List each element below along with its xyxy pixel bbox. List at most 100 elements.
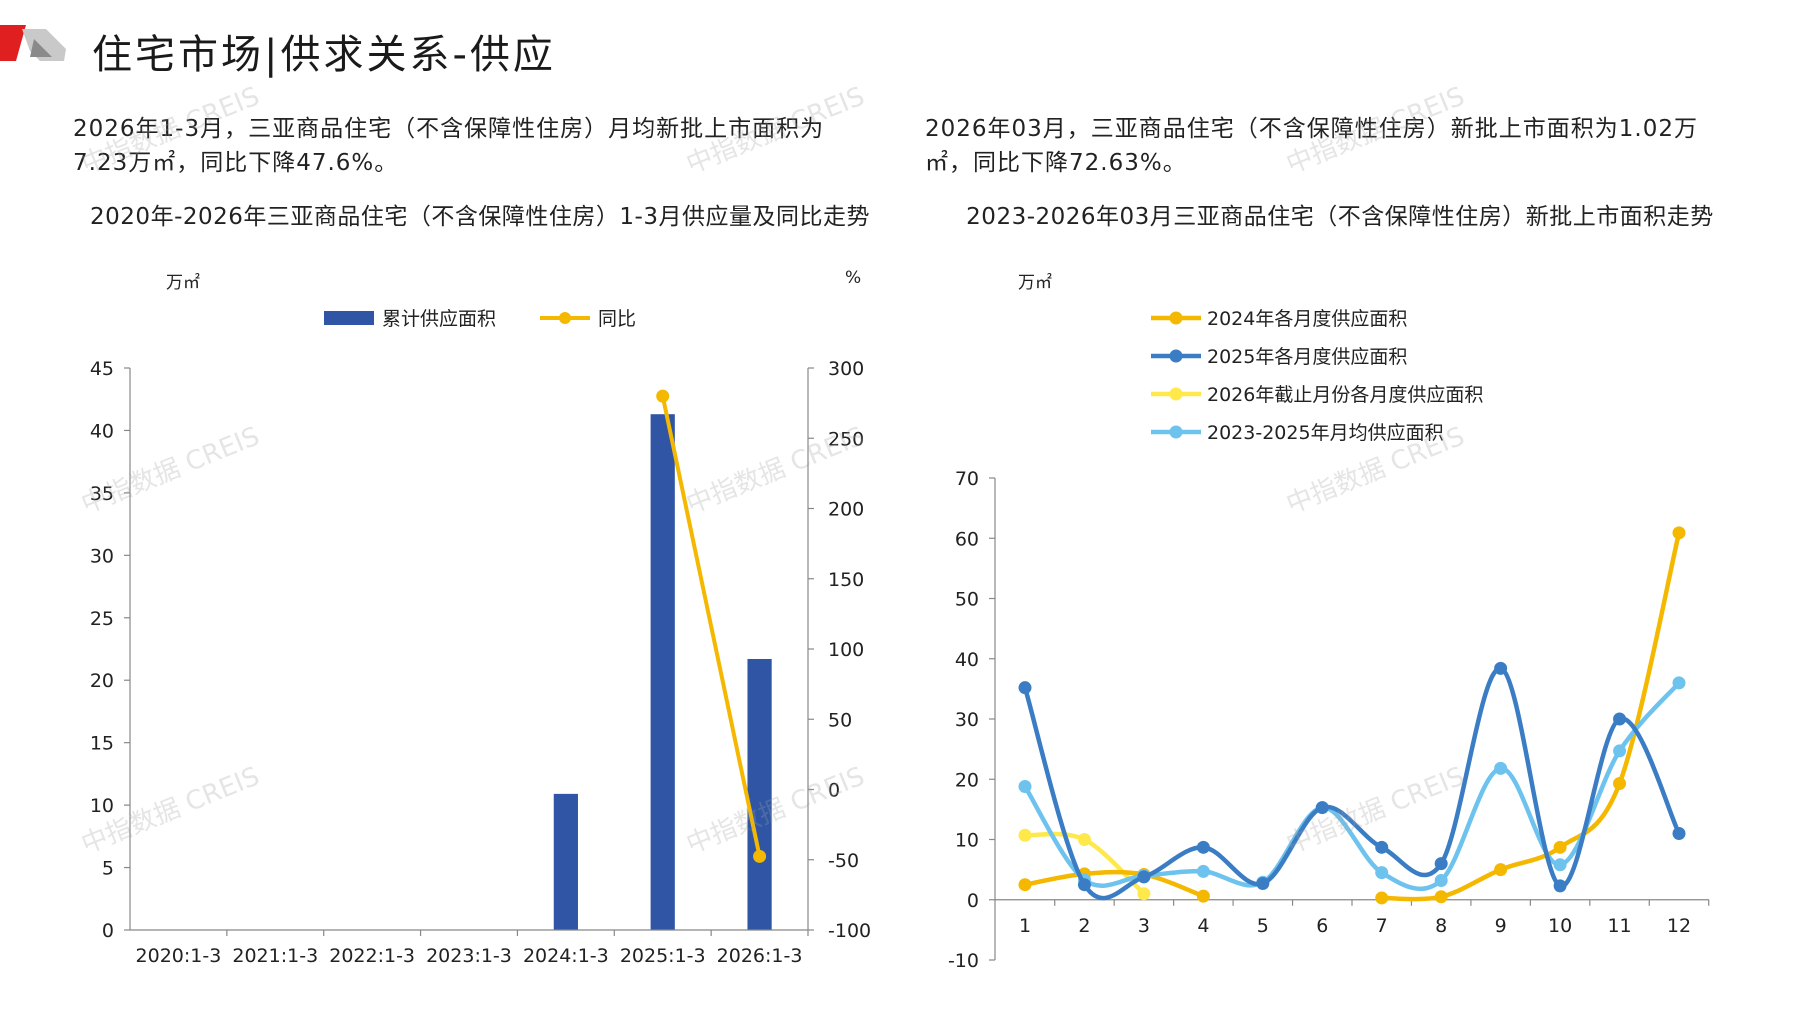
- y-tick-label: 40: [955, 649, 979, 671]
- legend-marker-line: [559, 312, 571, 324]
- y-tick-label-right: -50: [828, 850, 859, 872]
- legend-label: 2026年截止月份各月度供应面积: [1207, 384, 1483, 406]
- y-tick-label-right: 250: [828, 428, 864, 450]
- y-tick-label: 10: [955, 830, 979, 852]
- x-tick-label: 2: [1078, 915, 1090, 937]
- x-tick-label: 4: [1197, 915, 1209, 937]
- y-tick-label-left: 35: [90, 483, 114, 505]
- line-point: [1196, 864, 1210, 878]
- y-tick-label-left: 20: [90, 670, 114, 692]
- line-point: [1672, 676, 1686, 690]
- legend-label: 2025年各月度供应面积: [1207, 346, 1407, 368]
- line-point: [1672, 526, 1686, 540]
- y-tick-label-right: 300: [828, 358, 864, 380]
- bar-mark: [650, 414, 675, 931]
- y-tick-label: 60: [955, 528, 979, 550]
- y-tick-label-left: 10: [90, 795, 114, 817]
- y-tick-label-left: 45: [90, 358, 114, 380]
- x-tick-label: 3: [1138, 915, 1150, 937]
- line-point: [1137, 887, 1151, 901]
- x-tick-label: 2024:1-3: [523, 945, 609, 967]
- line-point: [1434, 873, 1448, 887]
- line-point: [1196, 840, 1210, 854]
- y-tick-label-right: 0: [828, 780, 840, 802]
- y-tick-label-right: -100: [828, 920, 871, 942]
- x-tick-label: 2026:1-3: [717, 945, 803, 967]
- line-point: [1375, 840, 1389, 854]
- line-point: [753, 849, 767, 863]
- line-point: [1375, 866, 1389, 880]
- legend-label: 2024年各月度供应面积: [1207, 308, 1407, 330]
- line-series-0: [1381, 532, 1682, 902]
- y-tick-label-right: 100: [828, 639, 864, 661]
- x-tick-label: 8: [1435, 915, 1447, 937]
- line-point: [1018, 779, 1032, 793]
- y-tick-label: -10: [948, 950, 979, 972]
- summary-right: 2026年03月，三亚商品住宅（不含保障性住房）新批上市面积为1.02万㎡，同比…: [925, 116, 1699, 176]
- x-tick-label: 2022:1-3: [329, 945, 415, 967]
- y-tick-label-left: 30: [90, 545, 114, 567]
- y-tick-label-right: 200: [828, 499, 864, 521]
- y-tick-label-right: 150: [828, 569, 864, 591]
- line-point: [1613, 744, 1627, 758]
- x-tick-label: 2023:1-3: [426, 945, 512, 967]
- line-point: [1553, 858, 1567, 872]
- chart-right-title: 2023-2026年03月三亚商品住宅（不含保障性住房）新批上市面积走势: [966, 204, 1714, 230]
- line-series-3: [1023, 681, 1681, 892]
- line-point: [1137, 870, 1151, 884]
- legend-marker: [1169, 311, 1183, 325]
- x-tick-label: 2025:1-3: [620, 945, 706, 967]
- x-tick-label: 10: [1548, 915, 1572, 937]
- y-tick-label: 20: [955, 769, 979, 791]
- x-tick-label: 12: [1667, 915, 1691, 937]
- line-point: [1434, 857, 1448, 871]
- legend-swatch-bar: [324, 311, 374, 325]
- y-tick-label-left: 0: [102, 920, 114, 942]
- page-title: 住宅市场|供求关系-供应: [92, 32, 556, 78]
- line-point: [656, 389, 670, 403]
- y-tick-label: 30: [955, 709, 979, 731]
- x-tick-label: 6: [1316, 915, 1328, 937]
- line-point: [1672, 826, 1686, 840]
- line-point: [1077, 878, 1091, 892]
- line-point: [1375, 891, 1389, 905]
- y-tick-label: 50: [955, 589, 979, 611]
- line-series-0: [1024, 869, 1205, 899]
- x-tick-label: 9: [1495, 915, 1507, 937]
- line-series-yoy: [660, 395, 762, 857]
- chart-left-unit-right: %: [845, 268, 862, 288]
- line-point: [1315, 801, 1329, 815]
- y-tick-label-right: 50: [828, 709, 852, 731]
- legend-label-bar: 累计供应面积: [382, 308, 496, 330]
- y-tick-label: 70: [955, 468, 979, 490]
- bar-mark: [747, 658, 772, 930]
- legend-marker: [1169, 387, 1183, 401]
- chart-left: 0 5 10 15 20 25 30 35 40 45 -100 -50 0 50 100 150 200 250…: [90, 308, 871, 967]
- y-tick-label-left: 25: [90, 608, 114, 630]
- line-point: [1018, 878, 1032, 892]
- y-tick-label: 0: [967, 890, 979, 912]
- y-tick-label-left: 40: [90, 420, 114, 442]
- line-point: [1613, 712, 1627, 726]
- x-tick-label: 1: [1019, 915, 1031, 937]
- line-point: [1553, 879, 1567, 893]
- line-point: [1494, 863, 1508, 877]
- line-point: [1196, 889, 1210, 903]
- y-tick-label-left: 15: [90, 733, 114, 755]
- chart-left-unit-left: 万㎡: [166, 273, 200, 293]
- y-tick-label-left: 5: [102, 858, 114, 880]
- legend-label: 2023-2025年月均供应面积: [1207, 422, 1444, 444]
- line-point: [1256, 876, 1270, 890]
- bar-mark: [553, 793, 578, 930]
- line-point: [1018, 828, 1032, 842]
- x-tick-label: 2021:1-3: [232, 945, 318, 967]
- brand-logo-icon: [0, 25, 66, 61]
- line-point: [1494, 761, 1508, 775]
- line-point: [1553, 840, 1567, 854]
- line-point: [1018, 681, 1032, 695]
- legend-label-line: 同比: [598, 308, 636, 330]
- x-tick-label: 2020:1-3: [136, 945, 222, 967]
- line-series-1: [1022, 666, 1682, 901]
- line-point: [1434, 890, 1448, 904]
- legend-marker: [1169, 349, 1183, 363]
